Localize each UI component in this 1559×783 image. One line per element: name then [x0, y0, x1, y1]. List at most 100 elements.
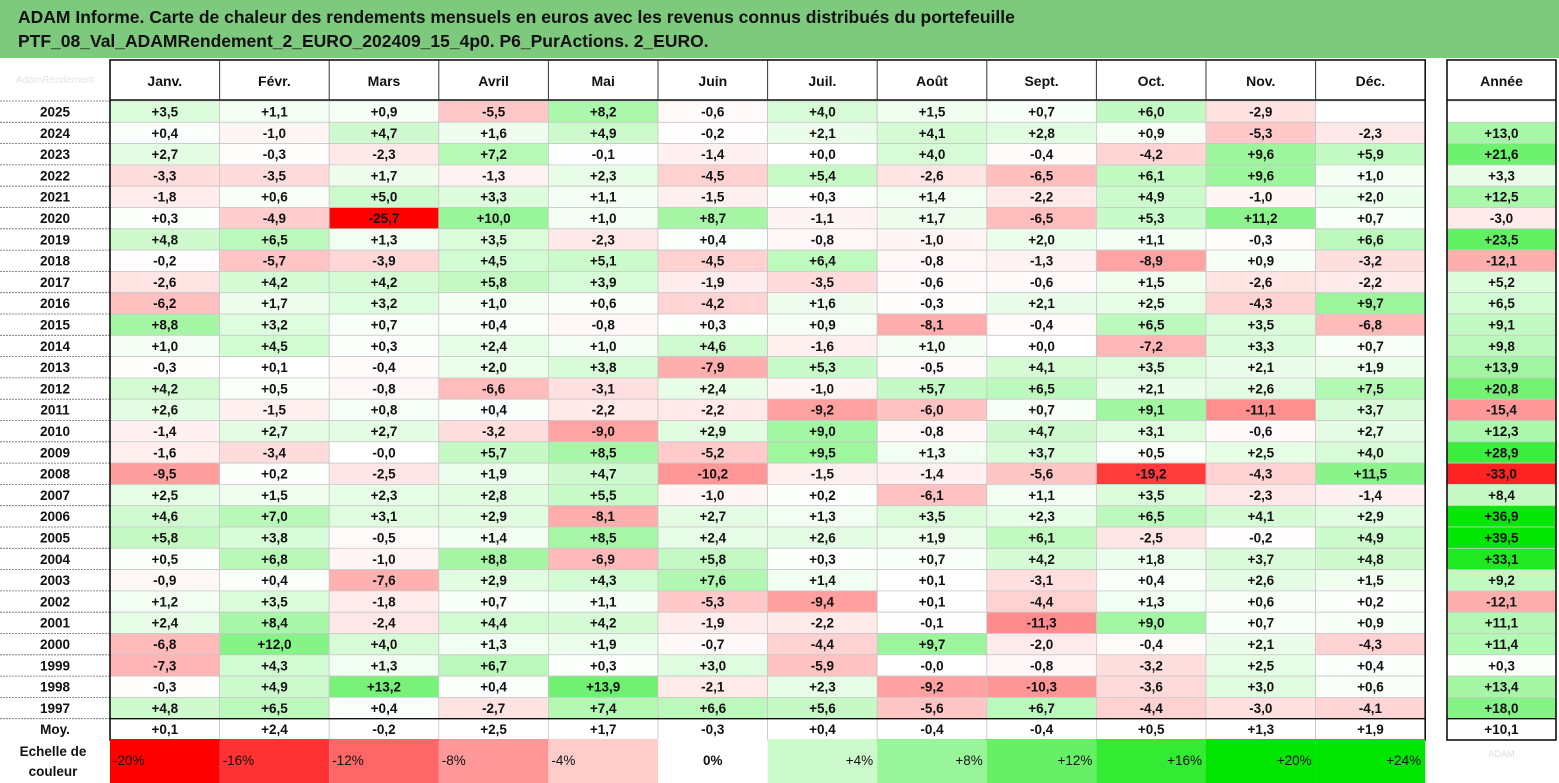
annual-value: +9,8: [1488, 339, 1515, 354]
annual-value: -12,1: [1486, 254, 1517, 269]
cell-value: +0,7: [1357, 339, 1384, 354]
cell-value: -1,0: [701, 488, 724, 503]
average-value: +2,5: [480, 722, 507, 737]
year-label: 2013: [40, 360, 71, 375]
cell-value: +8,5: [590, 445, 617, 460]
annual-frame: [1446, 59, 1557, 741]
cell-value: +12,0: [257, 637, 291, 652]
scale-stop-label: -4%: [551, 753, 575, 768]
cell-value: -9,5: [153, 467, 177, 482]
average-value: +1,9: [1357, 722, 1384, 737]
cell-value: +4,0: [919, 147, 946, 162]
cell-value: -8,1: [592, 509, 616, 524]
cell-value: +6,5: [1138, 509, 1165, 524]
cell-value: -0,5: [372, 531, 396, 546]
cell-value: +3,1: [371, 509, 398, 524]
annual-value: +21,6: [1484, 147, 1519, 162]
cell-value: +5,5: [590, 488, 617, 503]
cell-value: +5,8: [699, 552, 726, 567]
cell-value: +13,2: [367, 680, 401, 695]
cell-value: +4,2: [1028, 552, 1055, 567]
cell-value: -9,4: [811, 594, 835, 609]
cell-value: -5,2: [701, 445, 724, 460]
cell-value: +0,9: [1138, 126, 1165, 141]
cell-value: +4,0: [809, 105, 836, 120]
cell-value: -8,1: [920, 318, 944, 333]
cell-value: -5,3: [1249, 126, 1273, 141]
cell-value: +2,0: [480, 360, 507, 375]
annual-value: +11,4: [1485, 637, 1519, 652]
cell-value: +5,9: [1357, 147, 1384, 162]
annual-cell: [1446, 100, 1557, 123]
cell-value: -1,1: [811, 211, 835, 226]
year-label: 2017: [40, 275, 70, 290]
cell-value: +4,8: [1357, 552, 1384, 567]
cell-value: -3,3: [153, 168, 177, 183]
cell-value: +0,2: [261, 467, 288, 482]
cell-value: -9,2: [811, 403, 834, 418]
cell-value: -3,1: [1030, 573, 1054, 588]
average-value: -0,3: [701, 722, 725, 737]
cell-value: +2,9: [1357, 509, 1384, 524]
cell-value: +1,1: [590, 190, 617, 205]
annual-value: +23,5: [1484, 232, 1519, 247]
cell-value: +2,7: [1357, 424, 1384, 439]
cell-value: -1,4: [1359, 488, 1383, 503]
cell-value: +2,7: [261, 424, 288, 439]
cell-value: +2,6: [151, 403, 178, 418]
watermark-bottom: ADAM: [1488, 749, 1514, 759]
cell-value: +4,9: [1357, 531, 1384, 546]
cell-value: +9,6: [1247, 147, 1274, 162]
cell-value: +1,0: [151, 339, 178, 354]
cell-value: +2,1: [1247, 360, 1274, 375]
cell-value: -1,0: [372, 552, 395, 567]
annual-value: +6,5: [1488, 296, 1515, 311]
cell-value: -3,2: [1140, 658, 1163, 673]
cell-value: -4,3: [1249, 296, 1273, 311]
cell-value: +0,4: [261, 573, 288, 588]
cell-value: -9,0: [592, 424, 615, 439]
cell-value: +8,8: [480, 552, 507, 567]
cell-value: -1,3: [482, 168, 506, 183]
cell-value: +1,3: [919, 445, 946, 460]
cell-value: -1,5: [263, 403, 287, 418]
cell-value: +0,5: [261, 381, 288, 396]
year-label: 2011: [40, 403, 70, 418]
cell-value: -1,8: [372, 594, 396, 609]
cell-value: +0,4: [1357, 658, 1384, 673]
annual-value: +13,9: [1484, 360, 1518, 375]
cell-value: +2,9: [699, 424, 726, 439]
cell-value: +0,7: [480, 594, 507, 609]
cell-value: +8,4: [261, 616, 288, 631]
cell-value: +1,5: [261, 488, 288, 503]
cell-value: -0,3: [153, 680, 177, 695]
cell-value: +1,3: [371, 658, 398, 673]
cell-value: -10,2: [697, 467, 728, 482]
scale-stop-label: -16%: [223, 753, 255, 768]
cell-value: -2,0: [1030, 637, 1053, 652]
cell-value: -2,6: [920, 168, 944, 183]
cell-value: +3,2: [261, 318, 288, 333]
cell-value: +5,4: [809, 168, 836, 183]
cell-value: -4,5: [701, 168, 725, 183]
cell-value: -0,1: [920, 616, 944, 631]
cell-value: -11,3: [1027, 616, 1058, 631]
cell-value: -2,5: [1140, 531, 1164, 546]
cell-value: +5,8: [151, 531, 178, 546]
cell-value: +0,9: [1357, 616, 1384, 631]
cell-value: +0,2: [1357, 594, 1384, 609]
average-value: -0,2: [372, 722, 395, 737]
annual-value: +13,0: [1484, 126, 1518, 141]
cell-value: +0,4: [1138, 573, 1165, 588]
year-label: 1999: [40, 658, 70, 673]
report-title-line2: PTF_08_Val_ADAMRendement_2_EURO_202409_1…: [18, 31, 709, 51]
cell-value: +4,9: [1138, 190, 1165, 205]
cell-value: -2,7: [482, 701, 505, 716]
cell-value: -0,4: [372, 360, 396, 375]
cell-value: +4,2: [151, 381, 178, 396]
cell-value: +2,9: [480, 573, 507, 588]
cell-value: +0,4: [480, 318, 507, 333]
cell-value: +0,7: [1028, 105, 1055, 120]
month-header-cell: [877, 60, 987, 100]
cell-value: -1,0: [920, 232, 943, 247]
